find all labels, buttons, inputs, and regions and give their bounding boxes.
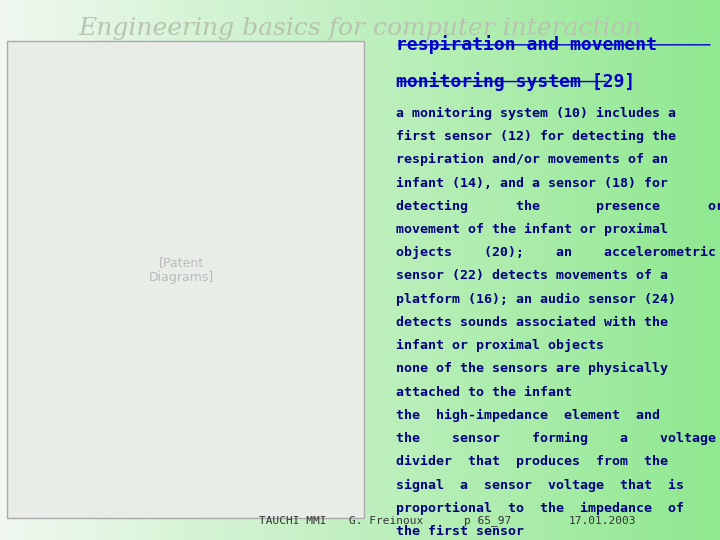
- Text: proportional  to  the  impedance  of: proportional to the impedance of: [396, 502, 684, 515]
- Text: 17.01.2003: 17.01.2003: [569, 516, 636, 526]
- Text: platform (16); an audio sensor (24): platform (16); an audio sensor (24): [396, 293, 676, 306]
- Text: respiration and movement: respiration and movement: [396, 35, 657, 54]
- Text: infant (14), and a sensor (18) for: infant (14), and a sensor (18) for: [396, 177, 668, 190]
- Text: monitoring system [29]: monitoring system [29]: [396, 72, 635, 91]
- Text: the first sensor: the first sensor: [396, 525, 524, 538]
- Text: objects    (20);    an    accelerometric: objects (20); an accelerometric: [396, 246, 716, 259]
- Text: movement of the infant or proximal: movement of the infant or proximal: [396, 223, 668, 236]
- Text: TAUCHI MMI: TAUCHI MMI: [259, 516, 327, 526]
- Text: sensor (22) detects movements of a: sensor (22) detects movements of a: [396, 269, 668, 282]
- Text: G. Freinoux: G. Freinoux: [349, 516, 423, 526]
- Text: first sensor (12) for detecting the: first sensor (12) for detecting the: [396, 130, 676, 143]
- Text: [Patent
Diagrams]: [Patent Diagrams]: [149, 256, 215, 284]
- Text: infant or proximal objects: infant or proximal objects: [396, 339, 604, 352]
- Text: divider  that  produces  from  the: divider that produces from the: [396, 455, 668, 468]
- Text: Engineering basics for computer interaction: Engineering basics for computer interact…: [78, 17, 642, 40]
- Text: the  high-impedance  element  and: the high-impedance element and: [396, 409, 660, 422]
- Text: detects sounds associated with the: detects sounds associated with the: [396, 316, 668, 329]
- FancyBboxPatch shape: [7, 40, 364, 518]
- Text: signal  a  sensor  voltage  that  is: signal a sensor voltage that is: [396, 478, 684, 491]
- Text: attached to the infant: attached to the infant: [396, 386, 572, 399]
- Text: a monitoring system (10) includes a: a monitoring system (10) includes a: [396, 107, 676, 120]
- Text: none of the sensors are physically: none of the sensors are physically: [396, 362, 668, 375]
- Text: p 65_97: p 65_97: [464, 516, 512, 526]
- Text: detecting      the       presence      or: detecting the presence or: [396, 200, 720, 213]
- Text: respiration and/or movements of an: respiration and/or movements of an: [396, 153, 668, 166]
- Text: the    sensor    forming    a    voltage: the sensor forming a voltage: [396, 432, 716, 445]
